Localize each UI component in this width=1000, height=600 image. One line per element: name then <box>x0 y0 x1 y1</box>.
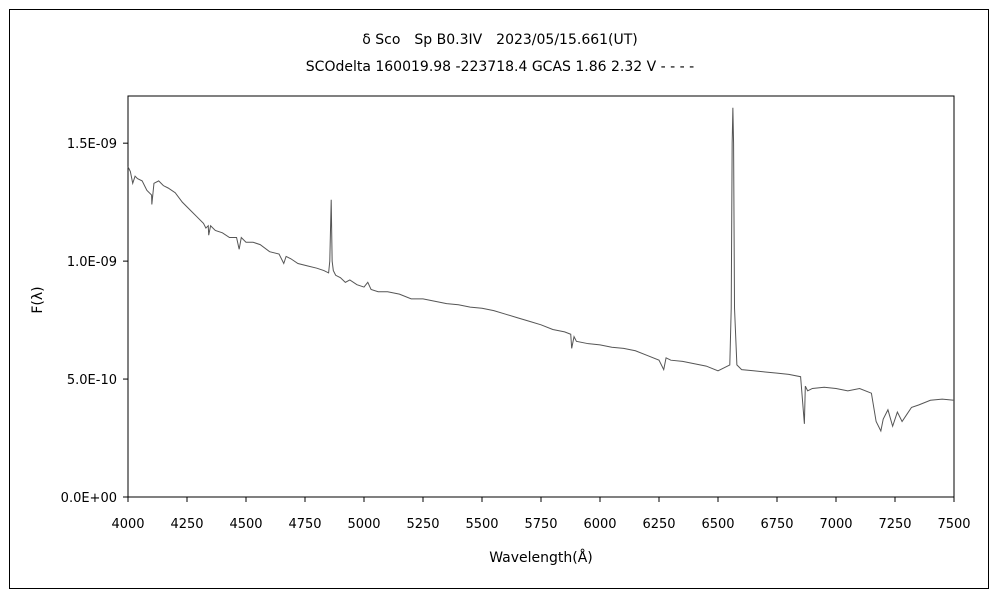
x-tick-label: 6750 <box>760 517 793 532</box>
y-axis-title: F(λ) <box>30 286 46 313</box>
x-tick-label: 4500 <box>229 517 262 532</box>
spectrum-line <box>127 107 955 433</box>
x-tick-label: 7250 <box>878 517 911 532</box>
y-tick-label: 1.0E-09 <box>67 255 117 270</box>
y-tick-label: 1.5E-09 <box>67 137 117 152</box>
x-tick-label: 7500 <box>937 517 970 532</box>
x-tick-label: 5500 <box>465 517 498 532</box>
x-tick-label: 4750 <box>288 517 321 532</box>
chart-subtitle: SCOdelta 160019.98 -223718.4 GCAS 1.86 2… <box>305 59 695 75</box>
x-tick-label: 6000 <box>583 517 616 532</box>
x-tick-label: 6500 <box>701 517 734 532</box>
x-tick-label: 5000 <box>347 517 380 532</box>
x-tick-label: 6250 <box>642 517 675 532</box>
x-tick-label: 4000 <box>111 517 144 532</box>
y-axis: 0.0E+00 5.0E-10 1.0E-09 1.5E-09 <box>61 137 128 506</box>
chart-title: δ Sco Sp B0.3IV 2023/05/15.661(UT) <box>362 32 638 48</box>
x-tick-label: 5750 <box>524 517 557 532</box>
y-tick-label: 0.0E+00 <box>61 491 117 506</box>
x-axis: 4000 4250 4500 4750 5000 5250 5500 5750 6000 6250… <box>111 497 971 532</box>
chart-frame <box>9 9 989 589</box>
x-tick-label: 4250 <box>170 517 203 532</box>
y-tick-label: 5.0E-10 <box>67 373 117 388</box>
x-tick-label: 7000 <box>819 517 852 532</box>
x-axis-title: Wavelength(Å) <box>489 549 593 566</box>
x-tick-label: 5250 <box>406 517 439 532</box>
plot-border <box>127 95 955 498</box>
